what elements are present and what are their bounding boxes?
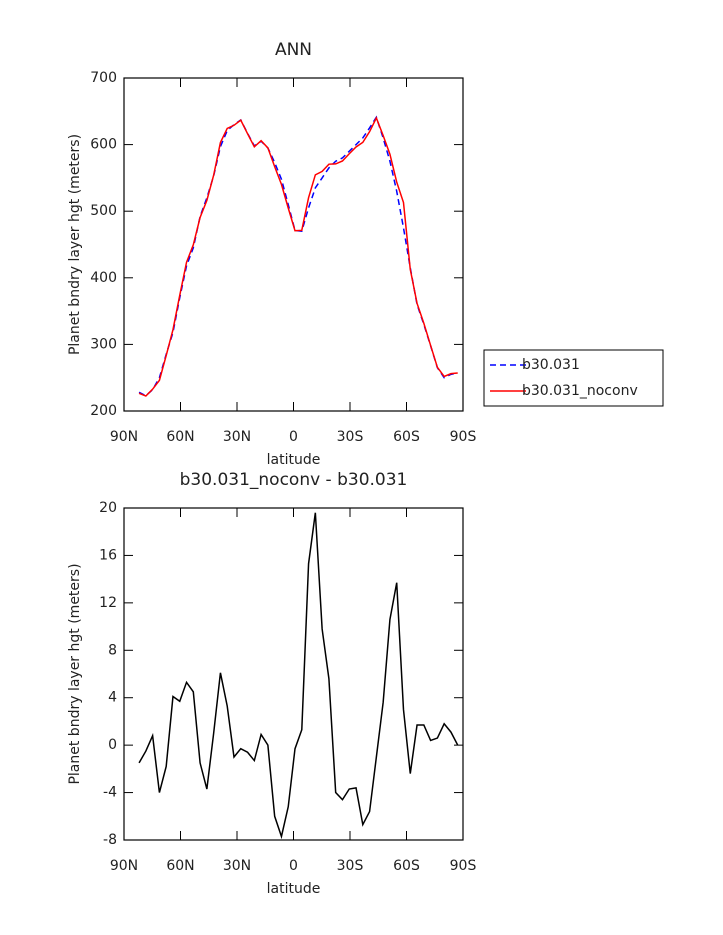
x-tick-label: 0 — [289, 429, 298, 445]
data-line — [138, 512, 459, 840]
y-axis-label: Planet bndry layer hgt (meters) — [67, 134, 83, 355]
x-tick-label: 60S — [393, 429, 420, 445]
y-tick-label: 4 — [108, 690, 117, 706]
y-tick-label: 600 — [90, 137, 117, 153]
y-tick-label: -8 — [103, 832, 117, 848]
y-tick-label: 200 — [90, 403, 117, 419]
x-tick-label: 90S — [450, 429, 477, 445]
x-tick-label: 90N — [110, 858, 138, 874]
plot-frame — [123, 77, 464, 412]
y-axis-label: Planet bndry layer hgt (meters) — [67, 563, 83, 784]
y-tick-label: 20 — [99, 500, 117, 516]
data-line — [138, 115, 458, 397]
y-tick-label: 700 — [90, 70, 117, 86]
x-tick-label: 90S — [450, 858, 477, 874]
x-axis-label: latitude — [267, 881, 321, 897]
x-tick-label: 60S — [393, 858, 420, 874]
x-tick-label: 90N — [110, 429, 138, 445]
y-tick-label: 400 — [90, 270, 117, 286]
x-tick-label: 30S — [337, 858, 364, 874]
x-tick-label: 30N — [223, 858, 251, 874]
y-tick-label: 16 — [99, 547, 117, 563]
x-tick-label: 30S — [337, 429, 364, 445]
legend-label: b30.031_noconv — [522, 383, 638, 399]
y-tick-label: -4 — [103, 785, 117, 801]
chart-title: ANN — [275, 40, 312, 60]
x-tick-label: 30N — [223, 429, 251, 445]
x-tick-label: 60N — [166, 429, 194, 445]
x-tick-label: 0 — [289, 858, 298, 874]
plot-frame — [123, 507, 464, 841]
y-tick-label: 8 — [108, 642, 117, 658]
x-axis-label: latitude — [267, 452, 321, 468]
y-tick-label: 0 — [108, 737, 117, 753]
chart-title: b30.031_noconv - b30.031 — [180, 470, 408, 490]
y-tick-label: 500 — [90, 203, 117, 219]
data-line — [138, 116, 458, 397]
y-tick-label: 12 — [99, 595, 117, 611]
legend-box — [483, 349, 664, 407]
x-tick-label: 60N — [166, 858, 194, 874]
y-tick-label: 300 — [90, 336, 117, 352]
legend-label: b30.031 — [522, 357, 580, 373]
